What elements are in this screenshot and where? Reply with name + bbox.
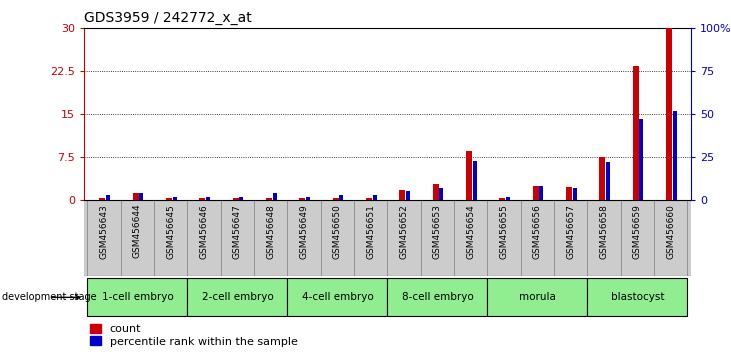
Text: GSM456648: GSM456648 — [266, 204, 276, 258]
Bar — [300, 198, 306, 200]
Text: 2-cell embryo: 2-cell embryo — [202, 291, 273, 302]
Bar — [366, 198, 372, 200]
Text: development stage: development stage — [1, 292, 96, 302]
Bar — [339, 195, 344, 200]
Bar — [673, 111, 677, 200]
Text: 1-cell embryo: 1-cell embryo — [102, 291, 173, 302]
Text: GSM456659: GSM456659 — [633, 204, 642, 259]
Bar — [406, 192, 410, 200]
Text: GDS3959 / 242772_x_at: GDS3959 / 242772_x_at — [84, 11, 251, 25]
Text: morula: morula — [519, 291, 556, 302]
Bar — [373, 195, 376, 200]
Bar — [566, 187, 572, 200]
Text: GSM456655: GSM456655 — [499, 204, 509, 259]
Text: GSM456645: GSM456645 — [166, 204, 175, 258]
Bar — [433, 184, 439, 200]
Bar — [539, 186, 543, 200]
Text: GSM456650: GSM456650 — [333, 204, 342, 259]
Bar — [240, 196, 243, 200]
Legend: count, percentile rank within the sample: count, percentile rank within the sample — [90, 324, 298, 347]
FancyBboxPatch shape — [488, 278, 588, 316]
Bar — [466, 152, 472, 200]
Bar — [306, 196, 310, 200]
Text: GSM456644: GSM456644 — [133, 204, 142, 258]
Bar — [333, 198, 338, 200]
Bar — [633, 65, 639, 200]
Bar — [273, 193, 277, 200]
Text: GSM456651: GSM456651 — [366, 204, 375, 259]
FancyBboxPatch shape — [588, 278, 687, 316]
Bar — [499, 198, 505, 200]
Bar — [166, 198, 172, 200]
Text: GSM456656: GSM456656 — [533, 204, 542, 259]
Text: GSM456658: GSM456658 — [599, 204, 609, 259]
Bar — [439, 188, 444, 200]
FancyBboxPatch shape — [88, 278, 187, 316]
Bar — [666, 28, 672, 200]
Bar — [266, 198, 272, 200]
Bar — [133, 193, 139, 200]
Bar — [232, 198, 239, 200]
Bar — [573, 188, 577, 200]
Text: GSM456649: GSM456649 — [300, 204, 308, 258]
Text: GSM456647: GSM456647 — [233, 204, 242, 258]
Text: GSM456646: GSM456646 — [200, 204, 208, 258]
Text: GSM456654: GSM456654 — [466, 204, 475, 258]
Bar — [506, 196, 510, 200]
Text: 4-cell embryo: 4-cell embryo — [302, 291, 374, 302]
Text: 8-cell embryo: 8-cell embryo — [401, 291, 473, 302]
Text: GSM456660: GSM456660 — [666, 204, 675, 259]
Text: GSM456643: GSM456643 — [99, 204, 109, 258]
Bar — [200, 198, 205, 200]
Bar — [606, 162, 610, 200]
FancyBboxPatch shape — [187, 278, 287, 316]
Bar — [640, 119, 643, 200]
Text: GSM456653: GSM456653 — [433, 204, 442, 259]
Bar — [599, 157, 605, 200]
Bar — [399, 190, 406, 200]
Text: GSM456652: GSM456652 — [400, 204, 409, 258]
FancyBboxPatch shape — [387, 278, 488, 316]
Bar — [106, 195, 110, 200]
Bar — [99, 198, 105, 200]
Bar — [173, 196, 177, 200]
Bar — [140, 193, 143, 200]
Text: blastocyst: blastocyst — [610, 291, 664, 302]
Text: GSM456657: GSM456657 — [567, 204, 575, 259]
FancyBboxPatch shape — [287, 278, 387, 316]
Bar — [533, 186, 539, 200]
Bar — [206, 196, 210, 200]
Bar — [473, 160, 477, 200]
